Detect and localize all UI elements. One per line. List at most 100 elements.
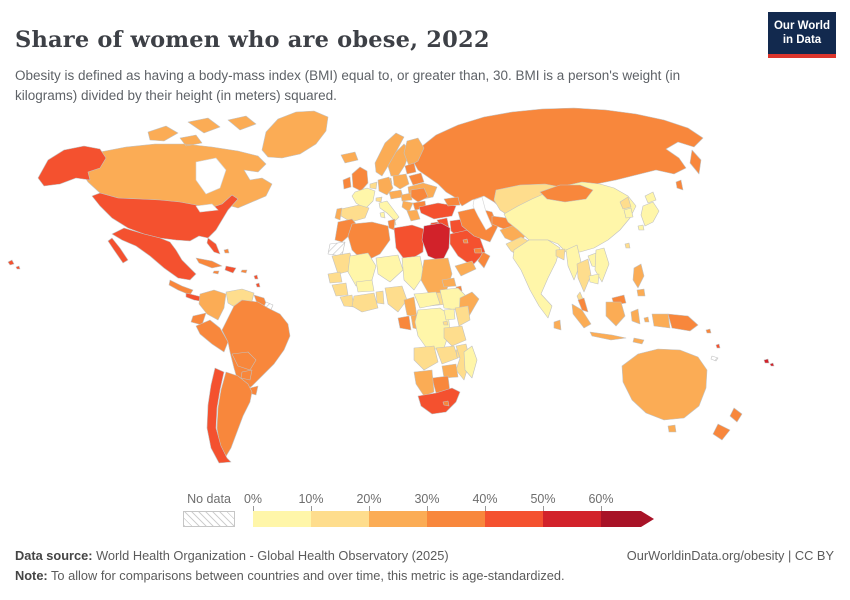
- argentina-region[interactable]: [216, 371, 253, 459]
- mongolia-region[interactable]: [539, 184, 594, 203]
- benelux-region[interactable]: [369, 181, 378, 190]
- iceland-region[interactable]: [340, 151, 359, 164]
- oman-region[interactable]: [477, 251, 491, 269]
- footer-link[interactable]: OurWorldinData.org/obesity | CC BY: [626, 548, 834, 563]
- cameroon-region[interactable]: [403, 296, 418, 318]
- bangladesh-region[interactable]: [555, 248, 566, 261]
- senegal-region[interactable]: [327, 271, 343, 284]
- papua-new-guinea-region[interactable]: [667, 313, 699, 332]
- sri-lanka-region[interactable]: [553, 319, 562, 331]
- hawaii-region[interactable]: [7, 259, 21, 270]
- hungary-region[interactable]: [400, 192, 413, 202]
- tanzania-region[interactable]: [443, 325, 467, 347]
- baltic-states-region[interactable]: [404, 162, 417, 175]
- puerto-rico-region[interactable]: [240, 269, 248, 274]
- legend-bin-50-60[interactable]: [543, 511, 601, 527]
- eritrea-region[interactable]: [441, 277, 457, 288]
- kenya-region[interactable]: [454, 305, 471, 327]
- uae-qatar-region[interactable]: [473, 247, 483, 254]
- rwanda-burundi-region[interactable]: [442, 320, 449, 326]
- greece-region[interactable]: [406, 209, 421, 222]
- france-region[interactable]: [351, 187, 376, 210]
- legend-bin-20-30[interactable]: [369, 511, 427, 527]
- south-africa-region[interactable]: [417, 387, 461, 415]
- egypt-region[interactable]: [421, 222, 451, 263]
- paraguay-region[interactable]: [240, 369, 253, 381]
- gabon-region[interactable]: [397, 315, 412, 331]
- portugal-region[interactable]: [334, 207, 343, 221]
- owid-logo[interactable]: Our World in Data: [768, 12, 836, 58]
- nigeria-region[interactable]: [384, 285, 408, 313]
- colombia-region[interactable]: [198, 289, 227, 321]
- namibia-region[interactable]: [413, 369, 435, 397]
- mexico-region[interactable]: [107, 227, 197, 281]
- yemen-region[interactable]: [454, 260, 477, 277]
- vietnam-region[interactable]: [594, 247, 610, 283]
- caucasus-region[interactable]: [443, 196, 461, 207]
- legend-bin-60[interactable]: [601, 511, 641, 527]
- switzerland-region[interactable]: [375, 196, 383, 203]
- belarus-region[interactable]: [408, 172, 425, 186]
- alaska-region[interactable]: [37, 145, 107, 187]
- western-sahara-region[interactable]: [327, 241, 346, 257]
- indonesia-region[interactable]: [571, 301, 650, 345]
- new-caledonia-region[interactable]: [710, 355, 719, 362]
- bolivia-region[interactable]: [231, 351, 257, 371]
- burkina-faso-region[interactable]: [355, 279, 375, 293]
- cambodia-region[interactable]: [588, 273, 600, 285]
- madagascar-region[interactable]: [463, 345, 478, 379]
- ivory-coast-ghana-region[interactable]: [351, 292, 379, 313]
- cuba-region[interactable]: [195, 257, 223, 269]
- bahamas-region[interactable]: [223, 248, 230, 254]
- north-korea-region[interactable]: [619, 196, 632, 210]
- turkey-region[interactable]: [418, 202, 457, 220]
- ireland-region[interactable]: [342, 176, 352, 190]
- australia-region[interactable]: [621, 348, 708, 433]
- fiji-region[interactable]: [763, 358, 775, 367]
- india-region[interactable]: [512, 239, 561, 319]
- taiwan-region[interactable]: [624, 242, 631, 249]
- peru-region[interactable]: [195, 319, 229, 353]
- united-kingdom-region[interactable]: [351, 166, 369, 192]
- poland-region[interactable]: [392, 173, 410, 190]
- lesotho-region[interactable]: [442, 400, 450, 407]
- legend-bin-40-50[interactable]: [485, 511, 543, 527]
- central-america-region[interactable]: [168, 279, 194, 296]
- west-papua-region[interactable]: [651, 313, 671, 329]
- greenland-region[interactable]: [261, 110, 329, 159]
- legend-no-data-swatch[interactable]: [183, 511, 235, 527]
- south-korea-region[interactable]: [623, 207, 634, 219]
- czechia-austria-region[interactable]: [388, 189, 404, 200]
- canada-region[interactable]: [77, 115, 273, 209]
- vanuatu-region[interactable]: [715, 343, 721, 349]
- japan-region[interactable]: [637, 191, 660, 231]
- legend-bin-10-20[interactable]: [311, 511, 369, 527]
- hispaniola-region[interactable]: [224, 265, 237, 274]
- new-zealand-region[interactable]: [712, 407, 743, 441]
- angola-region[interactable]: [413, 345, 439, 371]
- zambia-region[interactable]: [435, 345, 459, 365]
- chile-region[interactable]: [206, 367, 232, 464]
- germany-region[interactable]: [377, 176, 394, 196]
- brazil-region[interactable]: [221, 299, 291, 393]
- central-african-republic-region[interactable]: [413, 291, 441, 309]
- kuwait-region[interactable]: [462, 238, 469, 244]
- togo-benin-region[interactable]: [375, 290, 385, 305]
- niger-region[interactable]: [375, 254, 404, 283]
- philippines-region[interactable]: [632, 263, 646, 297]
- guinea-region[interactable]: [331, 282, 349, 297]
- spain-region[interactable]: [340, 204, 370, 223]
- chad-region[interactable]: [401, 255, 425, 291]
- legend-bin-30-40[interactable]: [427, 511, 485, 527]
- legend-bin-0-10[interactable]: [253, 511, 311, 527]
- romania-region[interactable]: [410, 187, 429, 203]
- russia-region[interactable]: [412, 107, 704, 210]
- zimbabwe-region[interactable]: [441, 363, 459, 379]
- solomon-islands-region[interactable]: [705, 328, 712, 334]
- uganda-region[interactable]: [443, 308, 456, 321]
- algeria-region[interactable]: [347, 221, 391, 263]
- libya-region[interactable]: [393, 224, 425, 263]
- jamaica-region[interactable]: [212, 270, 220, 275]
- finland-region[interactable]: [403, 137, 425, 167]
- lesser-antilles-region[interactable]: [253, 274, 261, 288]
